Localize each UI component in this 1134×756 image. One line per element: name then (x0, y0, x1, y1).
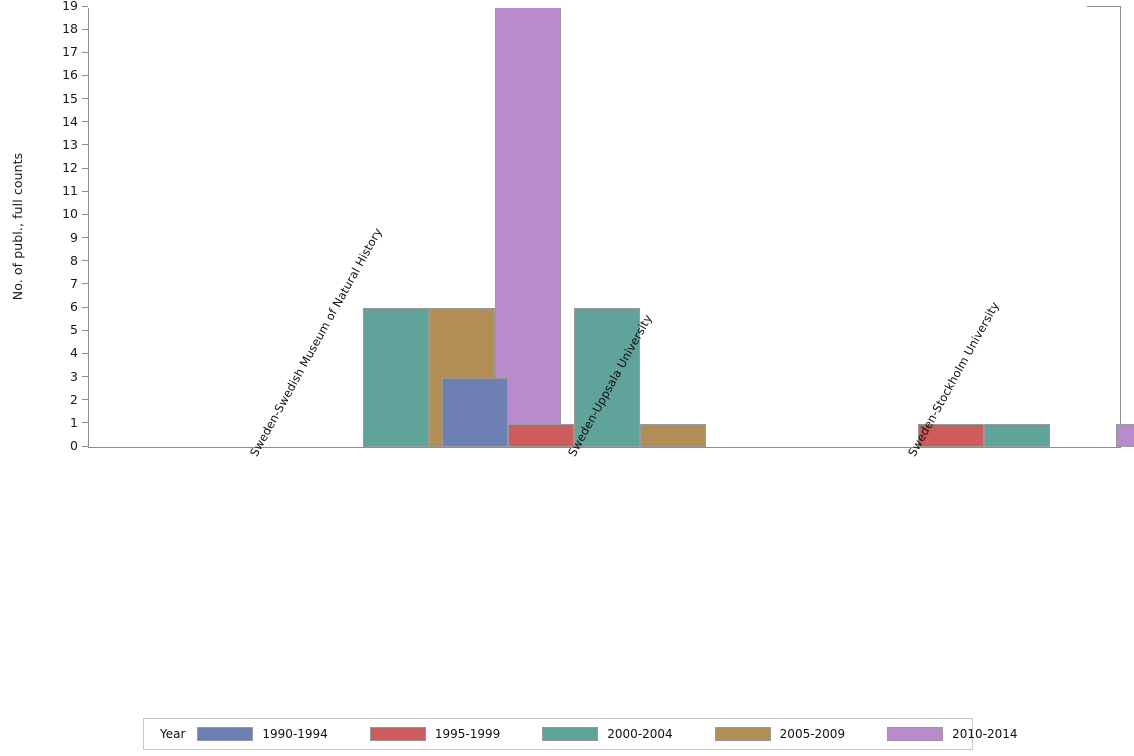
y-axis-title: No. of publ., full counts (0, 0, 36, 452)
y-axis-tick-mark (82, 190, 88, 192)
y-axis-tick-label: 8 (70, 252, 78, 268)
legend-label: 2010-2014 (952, 727, 1018, 741)
legend-item[interactable]: 2010-2014 (887, 727, 1018, 741)
y-axis-tick-mark (82, 260, 88, 262)
legend-item[interactable]: 1995-1999 (369, 727, 536, 741)
y-axis-tick-label: 17 (62, 44, 78, 60)
y-axis-tick-label: 19 (62, 0, 78, 13)
y-axis-tick-mark (82, 167, 88, 169)
y-axis-tick-mark (82, 121, 88, 123)
legend-title: Year (160, 727, 186, 741)
legend-item[interactable]: 2000-2004 (542, 727, 708, 741)
y-axis-tick-mark (82, 445, 88, 447)
bar-group (89, 7, 1134, 447)
plot-frame-top-gap (88, 5, 1087, 8)
legend-swatch (197, 727, 254, 741)
bar[interactable] (574, 308, 640, 447)
y-axis-tick-mark (82, 399, 88, 401)
bar[interactable] (1116, 423, 1134, 447)
y-axis-tick-mark (82, 306, 88, 308)
legend-label: 2000-2004 (607, 727, 673, 741)
y-axis-title-text: No. of publ., full counts (10, 152, 26, 300)
bar[interactable] (442, 377, 508, 447)
legend-swatch (887, 727, 944, 741)
y-axis-tick-label: 15 (62, 90, 78, 106)
y-axis-tick-label: 5 (70, 322, 78, 338)
y-axis-tick-mark (82, 237, 88, 239)
legend-item[interactable]: 1990-1994 (197, 727, 363, 741)
bar[interactable] (363, 308, 429, 447)
y-axis-tick-label: 0 (70, 438, 78, 453)
bar[interactable] (918, 423, 984, 447)
bar[interactable] (508, 423, 574, 447)
y-axis-tick-label: 6 (70, 299, 78, 315)
y-axis-tick-label: 4 (70, 345, 78, 361)
legend-swatch (714, 727, 771, 741)
y-axis-tick-mark (82, 144, 88, 146)
y-axis-tick-label: 12 (62, 160, 78, 176)
legend-item[interactable]: 2005-2009 (714, 727, 881, 741)
legend-label: 1990-1994 (262, 727, 328, 741)
y-axis-tick-label: 9 (70, 229, 78, 245)
legend-items: 1990-1994 1995-1999 2000-2004 2005-2009 2010… (197, 727, 1023, 741)
y-axis-tick-label: 2 (70, 391, 78, 407)
y-axis-tick-label: 18 (62, 21, 78, 37)
legend-swatch (542, 727, 599, 741)
y-axis-tick-mark (82, 213, 88, 215)
y-axis-tick-label: 11 (62, 183, 78, 199)
y-axis-tick-label: 14 (62, 113, 78, 129)
y-axis-tick-label: 10 (62, 206, 78, 222)
y-axis-tick-label: 13 (62, 136, 78, 152)
y-axis-tick-mark (82, 28, 88, 30)
legend-label: 1995-1999 (434, 727, 501, 741)
bar[interactable] (495, 7, 561, 447)
plot-area (88, 6, 1134, 448)
bar[interactable] (984, 423, 1050, 447)
y-axis-tick-mark (82, 51, 88, 53)
y-axis-tick-mark (82, 422, 88, 424)
y-axis-tick-mark (82, 98, 88, 100)
y-axis-tick-label: 1 (70, 414, 78, 430)
y-axis-tick-mark (82, 352, 88, 354)
legend[interactable]: Year 1990-1994 1995-1999 2000-2004 2005-200… (143, 718, 1018, 750)
y-axis-tick-mark (82, 329, 88, 331)
y-axis-tick-label: 7 (70, 275, 78, 291)
y-axis-tick-label: 16 (62, 67, 78, 83)
legend-swatch (369, 727, 426, 741)
legend-label: 2005-2009 (779, 727, 846, 741)
bar-group (89, 7, 1120, 447)
y-axis-tick-mark (82, 283, 88, 285)
y-axis-tick-label: 3 (70, 368, 78, 384)
y-axis-tick-mark (82, 74, 88, 76)
bar[interactable] (640, 423, 706, 447)
y-axis-tick-mark (82, 5, 88, 7)
y-axis-tick-mark (82, 376, 88, 378)
